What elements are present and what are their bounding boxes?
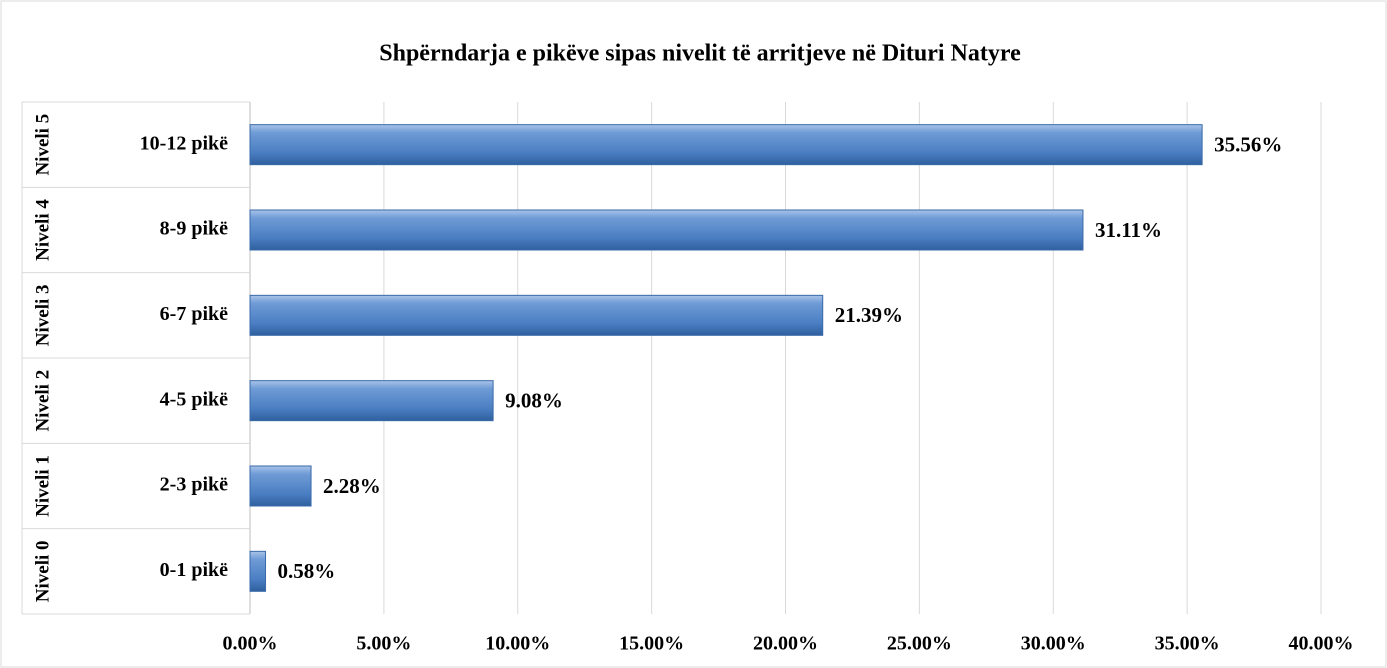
y-tick-label: 4-5 pikë — [160, 388, 228, 410]
x-tick-label: 20.00% — [753, 633, 818, 655]
data-label: 21.39% — [835, 303, 903, 327]
x-tick-label: 30.00% — [1021, 633, 1086, 655]
bar — [249, 550, 267, 592]
x-tick-label: 10.00% — [485, 633, 550, 655]
x-tick-label: 25.00% — [887, 633, 952, 655]
group-label: Niveli 5 — [32, 114, 53, 176]
data-label: 0.58% — [278, 559, 336, 583]
data-label: 35.56% — [1214, 132, 1282, 156]
y-tick-label: 0-1 pikë — [160, 559, 228, 581]
chart-title: Shpërndarja e pikëve sipas nivelit të ar… — [379, 41, 1021, 67]
group-label: Niveli 2 — [32, 370, 53, 432]
bar — [249, 124, 1203, 166]
x-tick-label: 0.00% — [223, 633, 278, 655]
y-tick-label: 8-9 pikë — [160, 218, 228, 240]
group-label: Niveli 1 — [32, 455, 53, 517]
bar — [249, 380, 494, 422]
data-label: 31.11% — [1095, 218, 1162, 242]
x-tick-label: 15.00% — [619, 633, 684, 655]
x-tick-label: 5.00% — [356, 633, 411, 655]
group-label: Niveli 3 — [32, 284, 53, 346]
y-tick-label: 2-3 pikë — [160, 474, 228, 496]
x-tick-label: 40.00% — [1289, 633, 1354, 655]
bar — [249, 209, 1084, 251]
bar — [249, 294, 824, 336]
x-tick-label: 35.00% — [1155, 633, 1220, 655]
bar — [249, 465, 312, 507]
data-label: 9.08% — [505, 388, 563, 412]
y-tick-label: 6-7 pikë — [160, 303, 228, 325]
group-label: Niveli 0 — [32, 540, 53, 602]
data-label: 2.28% — [323, 474, 381, 498]
y-tick-label: 10-12 pikë — [140, 132, 228, 154]
group-label: Niveli 4 — [32, 199, 53, 261]
